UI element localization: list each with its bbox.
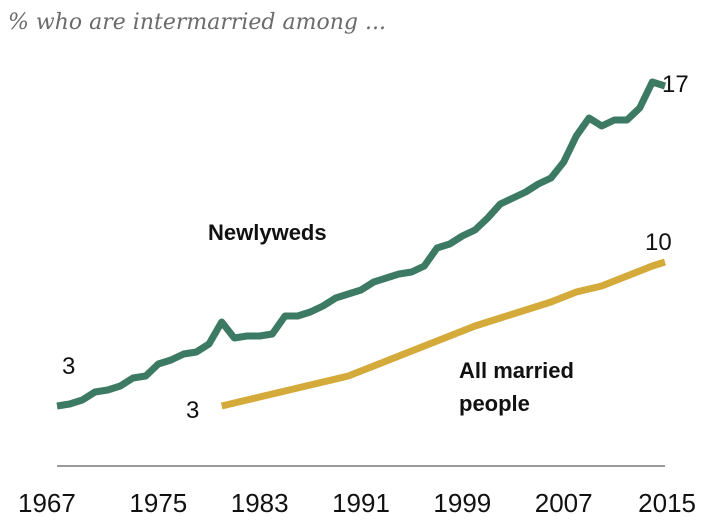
series-lines [56, 78, 667, 410]
x-tick-label-1967: 1967 [18, 488, 76, 518]
series-line-newlyweds [56, 78, 667, 410]
all-married-series-label-line2: people [459, 391, 530, 416]
newlyweds-series-label: Newlyweds [208, 220, 327, 245]
x-tick-label-1975: 1975 [129, 488, 187, 518]
x-tick-label-2015: 2015 [638, 488, 696, 518]
series-line-all-married-people [220, 258, 667, 410]
x-tick-label-1991: 1991 [332, 488, 390, 518]
all-married-start-label: 3 [186, 397, 199, 424]
newlyweds-start-label: 3 [62, 353, 75, 380]
chart-subtitle: % who are intermarried among ... [8, 10, 386, 35]
x-tick-label-1983: 1983 [231, 488, 289, 518]
x-tick-label-2007: 2007 [535, 488, 593, 518]
all-married-series-label-line1: All married [459, 358, 574, 383]
newlyweds-end-label: 17 [662, 71, 689, 98]
all-married-end-label: 10 [645, 229, 672, 256]
x-axis-ticks: 1967 1975 1983 1991 1999 2007 2015 [18, 488, 696, 518]
x-tick-label-1999: 1999 [433, 488, 491, 518]
